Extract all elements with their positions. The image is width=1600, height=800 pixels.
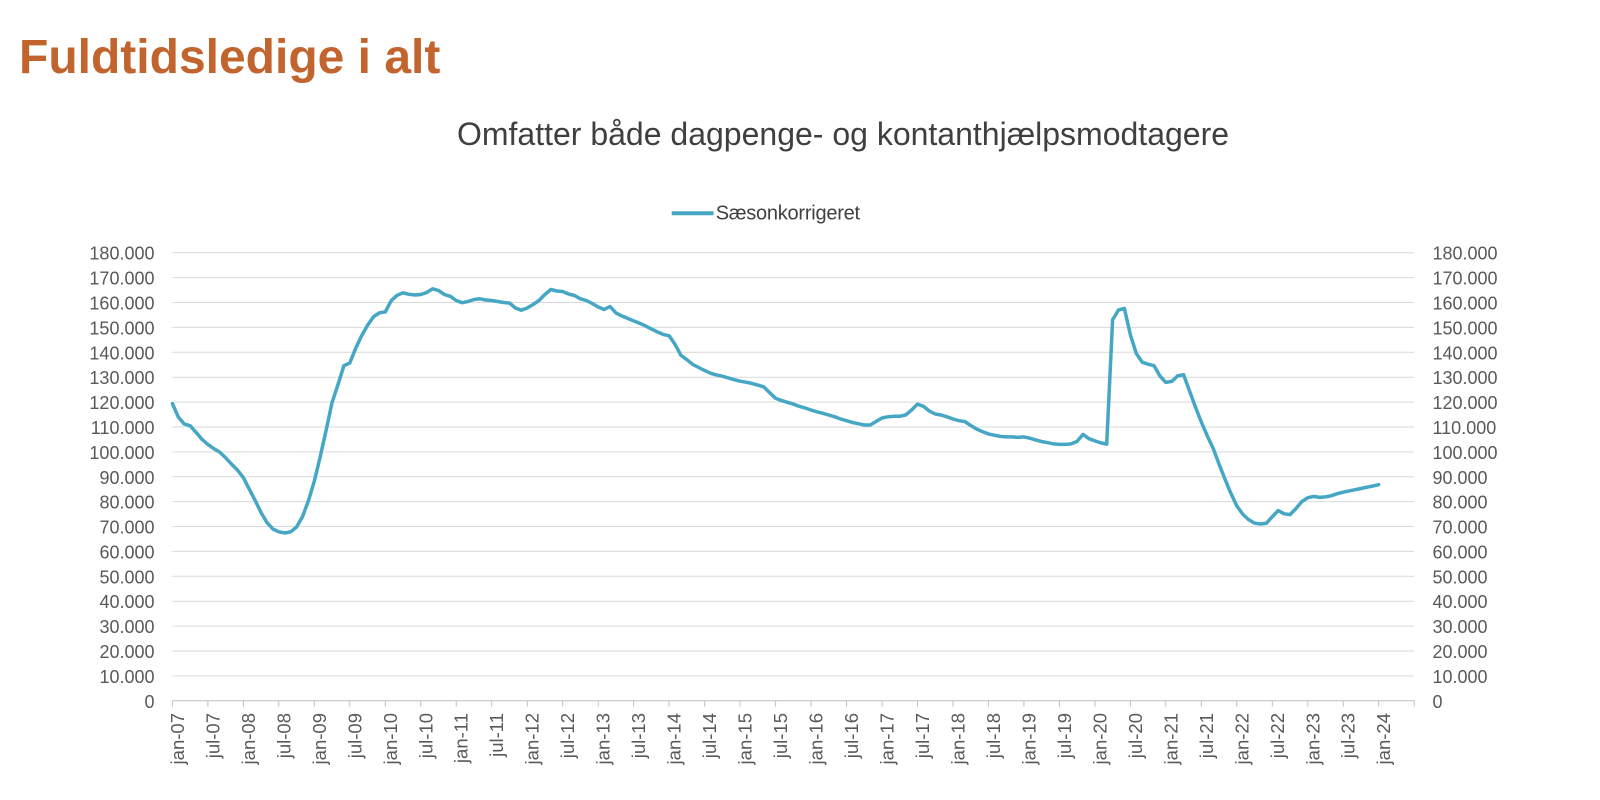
svg-text:jul-22: jul-22	[1267, 713, 1288, 759]
svg-text:80.000: 80.000	[99, 493, 154, 513]
svg-text:120.000: 120.000	[89, 393, 154, 413]
svg-text:jan-17: jan-17	[877, 713, 898, 765]
svg-text:50.000: 50.000	[99, 567, 154, 587]
svg-text:0: 0	[1433, 692, 1443, 712]
svg-text:170.000: 170.000	[1433, 269, 1498, 289]
svg-text:20.000: 20.000	[1433, 642, 1488, 662]
svg-text:80.000: 80.000	[1433, 493, 1488, 513]
svg-text:150.000: 150.000	[1433, 318, 1498, 338]
svg-text:jan-07: jan-07	[167, 713, 188, 765]
svg-text:50.000: 50.000	[1433, 567, 1488, 587]
svg-text:jul-13: jul-13	[628, 713, 649, 759]
svg-text:jul-10: jul-10	[415, 713, 436, 759]
svg-text:110.000: 110.000	[91, 418, 155, 438]
svg-text:jan-11: jan-11	[451, 713, 472, 764]
svg-text:30.000: 30.000	[99, 617, 154, 637]
svg-text:jul-11: jul-11	[486, 713, 507, 758]
svg-text:120.000: 120.000	[1433, 393, 1498, 413]
svg-text:100.000: 100.000	[1433, 443, 1498, 463]
svg-text:jul-21: jul-21	[1196, 713, 1217, 759]
svg-text:180.000: 180.000	[1433, 244, 1498, 264]
svg-text:170.000: 170.000	[89, 269, 154, 289]
svg-text:110.000: 110.000	[1433, 418, 1497, 438]
svg-text:jan-09: jan-09	[309, 713, 330, 765]
svg-text:180.000: 180.000	[89, 244, 154, 264]
svg-text:10.000: 10.000	[99, 667, 154, 687]
svg-text:jan-12: jan-12	[522, 713, 543, 765]
svg-text:70.000: 70.000	[99, 518, 154, 538]
svg-text:jan-19: jan-19	[1018, 713, 1039, 765]
svg-text:130.000: 130.000	[89, 368, 154, 388]
svg-text:Fuldtidsledige i alt: Fuldtidsledige i alt	[19, 31, 440, 84]
svg-text:jul-08: jul-08	[273, 713, 294, 759]
svg-text:jul-16: jul-16	[841, 713, 862, 759]
svg-text:Omfatter både dagpenge- og kon: Omfatter både dagpenge- og kontanthjælps…	[457, 116, 1229, 152]
svg-text:Sæsonkorrigeret: Sæsonkorrigeret	[716, 203, 861, 225]
svg-text:160.000: 160.000	[89, 294, 154, 314]
svg-text:70.000: 70.000	[1433, 518, 1488, 538]
svg-text:150.000: 150.000	[89, 318, 154, 338]
svg-text:90.000: 90.000	[99, 468, 154, 488]
svg-text:jul-20: jul-20	[1125, 713, 1146, 759]
svg-text:jan-24: jan-24	[1373, 713, 1394, 765]
svg-text:60.000: 60.000	[1433, 542, 1488, 562]
svg-text:jul-19: jul-19	[1054, 713, 1075, 759]
svg-text:30.000: 30.000	[1433, 617, 1488, 637]
svg-text:100.000: 100.000	[89, 443, 154, 463]
svg-text:90.000: 90.000	[1433, 468, 1488, 488]
svg-text:jan-22: jan-22	[1231, 713, 1252, 765]
svg-text:160.000: 160.000	[1433, 294, 1498, 314]
svg-text:jan-16: jan-16	[806, 713, 827, 765]
svg-text:10.000: 10.000	[1433, 667, 1488, 687]
svg-text:jul-18: jul-18	[983, 713, 1004, 759]
svg-text:jan-13: jan-13	[593, 713, 614, 765]
svg-text:jan-23: jan-23	[1302, 713, 1323, 765]
svg-text:jan-14: jan-14	[664, 713, 685, 765]
svg-text:40.000: 40.000	[1433, 592, 1488, 612]
svg-text:140.000: 140.000	[89, 343, 154, 363]
svg-text:jul-07: jul-07	[202, 713, 223, 759]
svg-text:40.000: 40.000	[99, 592, 154, 612]
svg-text:130.000: 130.000	[1433, 368, 1498, 388]
svg-text:jul-14: jul-14	[699, 713, 720, 759]
svg-text:jan-15: jan-15	[735, 713, 756, 765]
svg-text:jul-17: jul-17	[912, 713, 933, 759]
svg-text:140.000: 140.000	[1433, 343, 1498, 363]
svg-text:jul-15: jul-15	[770, 713, 791, 759]
svg-text:60.000: 60.000	[99, 542, 154, 562]
svg-text:jan-18: jan-18	[948, 713, 969, 765]
svg-text:jan-08: jan-08	[238, 713, 259, 765]
svg-text:jul-12: jul-12	[557, 713, 578, 759]
svg-text:0: 0	[144, 692, 154, 712]
svg-text:jan-10: jan-10	[380, 713, 401, 765]
svg-text:jan-20: jan-20	[1089, 713, 1110, 765]
svg-text:20.000: 20.000	[99, 642, 154, 662]
svg-text:jan-21: jan-21	[1160, 713, 1181, 765]
svg-text:jul-23: jul-23	[1338, 713, 1359, 759]
svg-text:jul-09: jul-09	[344, 713, 365, 759]
